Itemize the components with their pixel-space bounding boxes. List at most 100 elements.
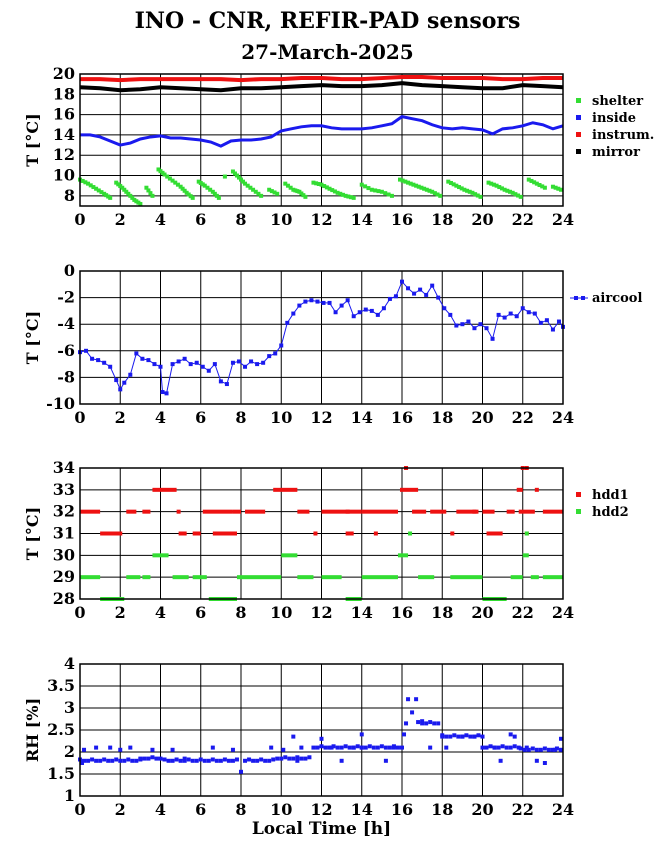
y-tick-label: 30 xyxy=(53,545,75,564)
data-point xyxy=(120,185,125,190)
data-point xyxy=(480,734,485,739)
data-point xyxy=(475,193,480,198)
data-point xyxy=(142,756,147,761)
data-point xyxy=(410,710,415,715)
data-point xyxy=(134,758,139,763)
series-line xyxy=(80,75,563,83)
data-point xyxy=(118,387,123,392)
data-point xyxy=(82,747,87,752)
data-point xyxy=(84,348,89,353)
series-inside xyxy=(80,115,564,148)
data-point xyxy=(542,185,547,190)
y-axis-label: T [°C] xyxy=(23,507,42,560)
data-point xyxy=(339,745,344,750)
data-point xyxy=(243,758,248,763)
data-point xyxy=(148,191,153,196)
data-segment xyxy=(522,553,529,558)
data-point xyxy=(496,745,501,750)
data-segment xyxy=(418,575,435,580)
data-point xyxy=(91,185,96,190)
data-point xyxy=(508,311,513,316)
data-point xyxy=(369,308,374,313)
data-point xyxy=(323,745,328,750)
data-point xyxy=(424,721,429,726)
data-point xyxy=(90,356,95,361)
data-point xyxy=(158,364,163,369)
data-point xyxy=(146,756,151,761)
data-point xyxy=(339,303,344,308)
data-point xyxy=(138,756,143,761)
data-point xyxy=(158,169,163,174)
data-point xyxy=(459,186,464,191)
data-point xyxy=(327,186,332,191)
data-point xyxy=(322,184,327,189)
data-point xyxy=(524,531,529,536)
data-point xyxy=(267,758,272,763)
data-point xyxy=(316,182,321,186)
x-tick-label: 16 xyxy=(391,603,413,622)
data-point xyxy=(202,183,207,188)
data-point xyxy=(245,183,250,188)
data-point xyxy=(202,758,207,763)
data-point xyxy=(542,746,547,751)
x-tick-label: 6 xyxy=(195,210,206,229)
data-point xyxy=(347,745,352,750)
data-point xyxy=(230,758,235,763)
x-tick-label: 0 xyxy=(74,408,85,427)
data-segment xyxy=(273,487,298,492)
data-point xyxy=(335,190,340,195)
data-point xyxy=(210,745,215,750)
data-point xyxy=(420,719,425,724)
data-point xyxy=(363,745,368,750)
data-point xyxy=(218,379,223,384)
data-point xyxy=(428,720,433,725)
data-point xyxy=(98,758,103,763)
x-tick-label: 20 xyxy=(471,408,493,427)
data-point xyxy=(490,336,495,341)
y-tick-label: -6 xyxy=(57,341,75,360)
data-point xyxy=(430,189,435,194)
data-point xyxy=(546,747,551,752)
data-point xyxy=(448,734,453,739)
data-point xyxy=(140,356,145,361)
data-point xyxy=(297,303,302,308)
data-point xyxy=(272,190,277,195)
data-point xyxy=(301,193,306,198)
data-point xyxy=(339,758,344,763)
data-point xyxy=(198,757,203,762)
data-point xyxy=(160,390,165,395)
y-axis-label: RH [%] xyxy=(23,698,42,762)
x-tick-label: 10 xyxy=(270,210,292,229)
data-segment xyxy=(430,509,447,514)
data-point xyxy=(510,190,515,195)
data-point xyxy=(532,311,537,316)
data-point xyxy=(170,362,175,367)
data-point xyxy=(86,758,91,763)
data-point xyxy=(200,182,205,187)
data-point xyxy=(550,184,555,189)
data-point xyxy=(154,756,159,761)
data-segment xyxy=(245,509,266,514)
data-point xyxy=(253,189,258,194)
data-point xyxy=(190,195,195,200)
data-point xyxy=(520,306,525,311)
data-point xyxy=(473,192,478,197)
y-tick-label: 10 xyxy=(53,166,75,185)
chart-date: 27-March-2025 xyxy=(241,40,414,64)
data-point xyxy=(279,343,284,348)
data-point xyxy=(180,186,185,191)
data-point xyxy=(408,181,413,186)
data-point xyxy=(497,185,502,190)
data-point xyxy=(428,745,433,750)
data-point xyxy=(327,745,332,750)
x-tick-label: 24 xyxy=(552,603,574,622)
data-point xyxy=(403,179,408,184)
data-point xyxy=(366,186,371,191)
series-aircool xyxy=(78,279,565,396)
data-point xyxy=(524,745,529,750)
data-point xyxy=(170,178,175,183)
data-point xyxy=(504,745,509,750)
data-point xyxy=(502,187,507,192)
data-segment xyxy=(313,531,318,536)
data-point xyxy=(355,744,360,749)
